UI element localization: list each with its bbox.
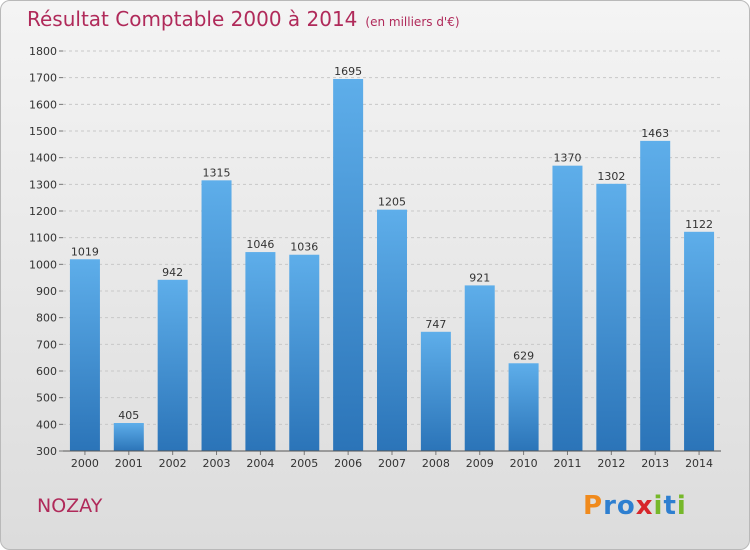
bars: [69, 79, 715, 452]
logo-letter: P: [583, 491, 604, 521]
bar: [377, 209, 407, 451]
bar-value-label: 942: [162, 266, 183, 279]
bar: [157, 279, 188, 451]
logo-letter: o: [616, 491, 636, 521]
bar-value-label: 1695: [334, 65, 362, 78]
bar-value-label: 921: [469, 271, 490, 284]
y-tick-label: 1000: [29, 258, 57, 271]
logo-letter: i: [653, 491, 664, 521]
bar-value-label: 405: [118, 409, 139, 422]
chart-subtitle: (en milliers d'€): [365, 15, 460, 29]
bar-value-label: 747: [425, 318, 446, 331]
bar-value-label: 1205: [378, 196, 406, 209]
y-tick-label: 1200: [29, 205, 57, 218]
y-tick-label: 1300: [29, 178, 57, 191]
y-tick-label: 300: [36, 445, 57, 458]
x-tick-label: 2003: [203, 457, 231, 470]
bar-value-label: 1302: [597, 170, 625, 183]
y-tick-label: 800: [36, 312, 57, 325]
x-tick-label: 2008: [422, 457, 450, 470]
title-text: Résultat Comptable 2000 à 2014: [27, 7, 358, 31]
x-tick-label: 2009: [466, 457, 494, 470]
bar: [508, 363, 539, 451]
bar-value-label: 629: [513, 349, 534, 362]
bar: [464, 285, 495, 451]
bar: [245, 252, 276, 451]
bar-value-label: 1122: [685, 218, 713, 231]
bar: [420, 331, 451, 451]
x-tick-label: 2007: [378, 457, 406, 470]
chart-title: Résultat Comptable 2000 à 2014 (en millie…: [27, 7, 460, 31]
y-tick-label: 1100: [29, 232, 57, 245]
logo-letter: r: [603, 491, 617, 521]
x-tick-label: 2002: [159, 457, 187, 470]
logo-letter: x: [635, 491, 654, 521]
x-tick-label: 2000: [71, 457, 99, 470]
logo-letter: i: [676, 491, 687, 521]
y-tick-label: 1800: [29, 45, 57, 58]
x-tick-label: 2011: [553, 457, 581, 470]
y-tick-label: 700: [36, 338, 57, 351]
bar: [201, 180, 232, 452]
y-tick-label: 1700: [29, 72, 57, 85]
y-tick-label: 1500: [29, 125, 57, 138]
bar: [289, 254, 320, 451]
bar-value-label: 1370: [553, 152, 581, 165]
y-tick-label: 900: [36, 285, 57, 298]
logo-letter: t: [663, 491, 677, 521]
bar: [596, 183, 627, 452]
y-tick-label: 1400: [29, 152, 57, 165]
bar-value-label: 1036: [290, 241, 318, 254]
place-name: NOZAY: [37, 495, 103, 517]
bar: [113, 423, 144, 451]
bar-value-label: 1019: [71, 245, 99, 258]
proxiti-logo: Proxiti: [583, 491, 687, 521]
bar: [684, 231, 715, 451]
x-tick-label: 2004: [246, 457, 274, 470]
bar: [552, 165, 583, 451]
y-tick-label: 400: [36, 418, 57, 431]
bar-value-label: 1463: [641, 127, 669, 140]
y-tick-label: 500: [36, 392, 57, 405]
x-tick-label: 2014: [685, 457, 713, 470]
bar: [333, 79, 364, 451]
x-tick-label: 2010: [510, 457, 538, 470]
y-tick-label: 600: [36, 365, 57, 378]
bar-value-label: 1046: [246, 238, 274, 251]
bar: [640, 140, 671, 451]
bar: [69, 259, 100, 451]
x-tick-label: 2001: [115, 457, 143, 470]
x-tick-label: 2006: [334, 457, 362, 470]
x-axis-ticks: 2000 2001 2002 2003 2004 2005 2006 2007 2008 2009…: [71, 451, 713, 470]
y-tick-label: 1600: [29, 98, 57, 111]
x-tick-label: 2005: [290, 457, 318, 470]
bar-value-labels: 1019 405 942 1315 1046 1036 1695 1205 747 921 629 1…: [71, 65, 713, 422]
x-tick-label: 2013: [641, 457, 669, 470]
x-tick-label: 2012: [597, 457, 625, 470]
y-axis-ticks: 300 400 500 600 700 800 900 1000 1100 1200 1300 140…: [29, 45, 63, 458]
bar-value-label: 1315: [203, 166, 231, 179]
